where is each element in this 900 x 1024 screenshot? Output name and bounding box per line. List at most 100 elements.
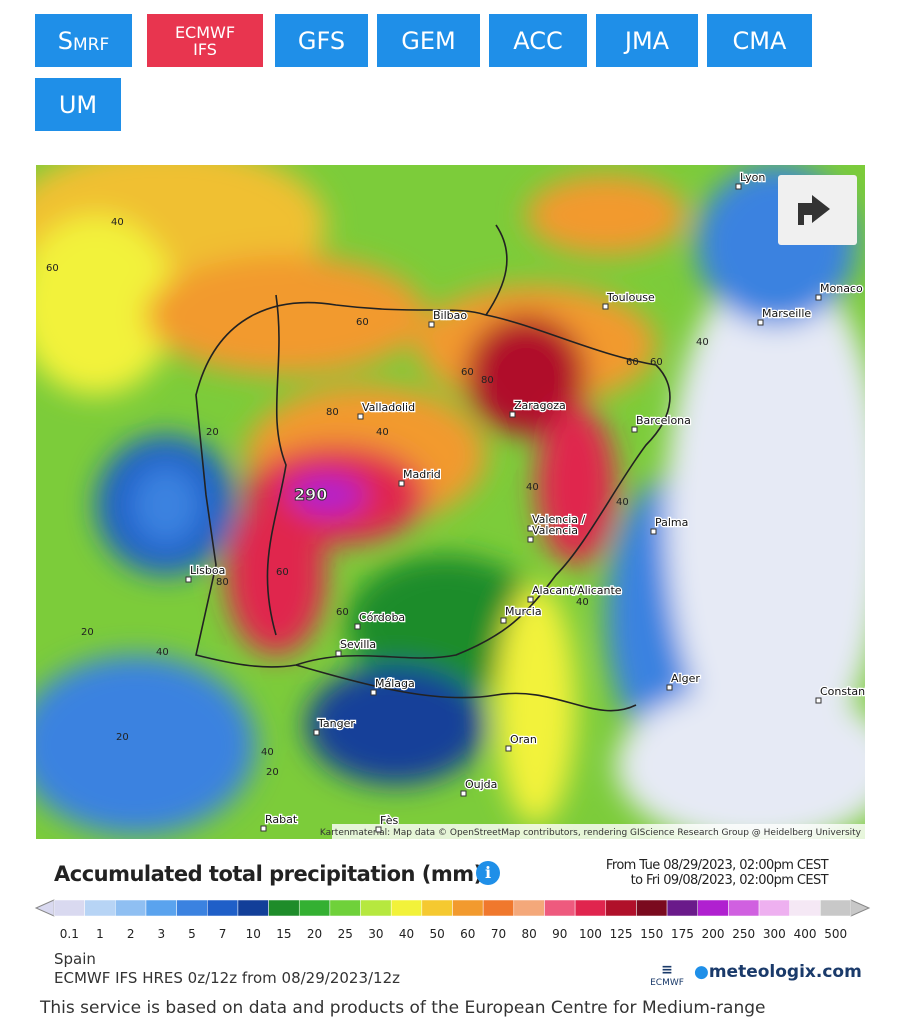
ecmwf-text: ECMWF: [650, 978, 684, 988]
legend-value: 50: [430, 927, 445, 941]
city-dot: [460, 790, 467, 797]
city-label: Sevilla: [340, 638, 376, 651]
city-label: Lisboa: [190, 564, 225, 577]
contour-label: 60: [46, 263, 59, 274]
legend-value: 250: [732, 927, 755, 941]
legend-value: 400: [794, 927, 817, 941]
city-label: Oran: [510, 733, 537, 746]
model-button[interactable]: CMA: [707, 14, 812, 67]
legend-value: 20: [307, 927, 322, 941]
city-label: Constantine: [820, 685, 865, 698]
city-dot: [735, 183, 742, 190]
contour-label: 60: [336, 607, 349, 618]
legend-value: 1: [96, 927, 104, 941]
legend-swatch: [728, 899, 760, 917]
city-dot: [527, 525, 534, 532]
city-dot: [815, 294, 822, 301]
ecmwf-logo: ≡ ECMWF: [648, 962, 686, 988]
legend-swatch: [268, 899, 300, 917]
legend-value: 125: [610, 927, 633, 941]
city-label: Valladolid: [362, 401, 415, 414]
contour-label: 40: [156, 647, 169, 658]
legend-value: 500: [824, 927, 847, 941]
button-label: ECMWF: [174, 22, 236, 42]
button-label: ACC: [513, 26, 563, 55]
legend-value: 10: [246, 927, 261, 941]
contour-label: 40: [376, 427, 389, 438]
city-label: Madrid: [403, 468, 441, 481]
contour-label: 40: [261, 747, 274, 758]
legend-swatch: [115, 899, 147, 917]
legend-value: 5: [188, 927, 196, 941]
contour-label: 80: [216, 577, 229, 588]
period-from: From Tue 08/29/2023, 02:00pm CEST: [605, 858, 829, 873]
legend-swatch: [513, 899, 545, 917]
legend-swatch: [636, 899, 668, 917]
model-run: ECMWF IFS HRES 0z/12z from 08/29/2023/12…: [54, 969, 401, 987]
share-icon: [798, 195, 830, 225]
city-label: Oujda: [465, 778, 497, 791]
city-dot: [185, 576, 192, 583]
city-dot: [354, 623, 361, 630]
model-button[interactable]: ACC: [489, 14, 587, 67]
model-button[interactable]: GFS: [275, 14, 368, 67]
city-label: Palma: [655, 516, 688, 529]
city-dot: [260, 825, 267, 832]
brand: ●meteologix.com: [694, 962, 862, 982]
legend-value: 70: [491, 927, 506, 941]
model-button[interactable]: UM: [35, 78, 121, 131]
city-label: Málaga: [375, 677, 415, 690]
legend-swatch: [298, 899, 331, 917]
city-dot: [313, 729, 320, 736]
city-dot: [757, 319, 764, 326]
city-label: Barcelona: [636, 414, 691, 427]
contour-label: 40: [111, 217, 124, 228]
legend-swatch: [237, 899, 269, 917]
map-attribution: Kartenmaterial: Map data © OpenStreetMap…: [320, 828, 862, 838]
city-dot: [357, 413, 364, 420]
city-label: Valencia: [532, 524, 578, 537]
city-dot: [666, 684, 673, 691]
model-button[interactable]: S MRF: [35, 14, 132, 67]
legend-value: 90: [552, 927, 567, 941]
button-label: JMA: [624, 26, 670, 55]
city-label: Tanger: [317, 717, 355, 730]
model-button[interactable]: GEM: [377, 14, 480, 67]
legend-value: 175: [671, 927, 694, 941]
contour-label: 60: [461, 367, 474, 378]
city-dot: [500, 617, 507, 624]
contour-label: 60: [626, 357, 639, 368]
contour-label: 40: [526, 482, 539, 493]
city-dot: [602, 303, 609, 310]
contour-label: 80: [481, 375, 494, 386]
city-labels: Lyon Monaco Marseille Toulouse Bilbao Vallado…: [185, 170, 865, 833]
notice: This service is based on data and produc…: [40, 998, 766, 1018]
info-icon[interactable]: i: [476, 861, 500, 885]
legend-swatch: [421, 899, 453, 917]
city-label: Murcia: [505, 605, 542, 618]
city-label: Alger: [671, 672, 700, 685]
legend-value: 40: [399, 927, 414, 941]
button-label: UM: [58, 90, 98, 119]
period: From Tue 08/29/2023, 02:00pm CEST to Fri …: [605, 858, 829, 888]
button-label: IFS: [193, 39, 217, 59]
city-label: Fès: [380, 814, 398, 827]
bar-arrow-left: [34, 899, 55, 917]
model-button[interactable]: ECMWF IFS: [147, 14, 263, 67]
model-button[interactable]: JMA: [596, 14, 698, 67]
city-label: Marseille: [762, 307, 811, 320]
bar-arrow-right: [850, 899, 871, 917]
contour-label: 20: [266, 767, 279, 778]
button-label: GEM: [401, 26, 456, 55]
city-dot: [370, 689, 377, 696]
legend-title: Accumulated total precipitation (mm): [54, 862, 483, 886]
city-dot: [527, 596, 534, 603]
legend-value: 30: [368, 927, 383, 941]
period-to: to Fri 09/08/2023, 02:00pm CEST: [630, 873, 829, 888]
contour-label: 40: [696, 337, 709, 348]
legend-swatch: [666, 899, 698, 917]
region: Spain: [54, 950, 96, 968]
city-label: Lyon: [740, 171, 765, 184]
contour-label: 20: [81, 627, 94, 638]
